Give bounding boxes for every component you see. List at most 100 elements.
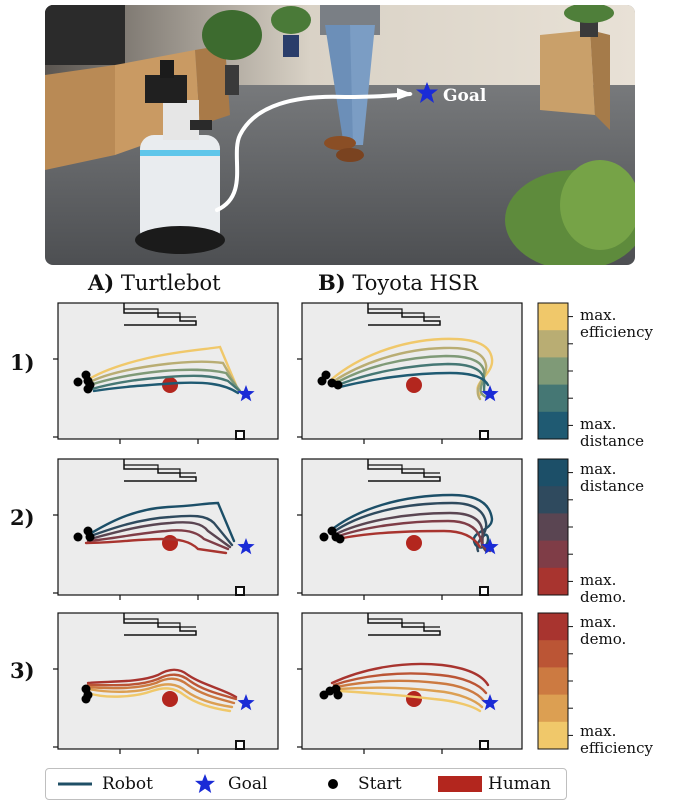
start-dot-icon xyxy=(328,779,338,789)
human-marker xyxy=(406,535,422,551)
colorbar-frame xyxy=(537,302,569,440)
robot-trajectory xyxy=(88,368,242,393)
colorbar-segment xyxy=(538,540,568,569)
start-marker xyxy=(333,380,343,390)
colorbar-3-bottom-label: max. efficiency xyxy=(580,722,653,757)
robot-trajectory xyxy=(86,673,238,701)
start-marker xyxy=(335,534,345,544)
colorbar-segment xyxy=(538,640,568,668)
colorbar-segment xyxy=(538,384,568,413)
human-marker xyxy=(162,535,178,551)
colorbar-segment xyxy=(538,694,568,723)
human-marker xyxy=(162,691,178,707)
wall-obstacle-inner xyxy=(368,618,440,628)
start-marker xyxy=(83,384,93,394)
colorbar-segment xyxy=(538,357,568,386)
human-marker xyxy=(162,377,178,393)
corner-marker xyxy=(479,586,489,596)
corner-marker xyxy=(479,740,489,750)
goal-star xyxy=(237,694,255,711)
robot-trajectory xyxy=(328,493,494,549)
robot-trajectory xyxy=(84,537,228,555)
robot-trajectory xyxy=(86,677,236,705)
colorbar-segment xyxy=(538,411,568,440)
legend-item-goal: Goal xyxy=(194,773,267,795)
legend-item-robot: Robot xyxy=(58,773,153,795)
robot-trajectory xyxy=(330,337,494,397)
robot-trajectory xyxy=(332,672,488,695)
robot-trajectory xyxy=(86,687,232,713)
robot-trajectory xyxy=(338,371,490,389)
start-marker xyxy=(73,532,83,542)
plot-panel-a2 xyxy=(53,458,279,600)
robot-line-icon xyxy=(58,782,92,786)
legend-item-human: Human xyxy=(438,773,551,795)
human-rect-icon xyxy=(438,776,482,792)
colorbar-3 xyxy=(537,612,573,750)
start-marker xyxy=(81,694,91,704)
colorbar-segment xyxy=(538,330,568,358)
colorbar-frame xyxy=(537,612,569,750)
wall-obstacle-inner xyxy=(124,618,196,628)
colorbar-segment xyxy=(538,459,568,487)
human-marker xyxy=(406,377,422,393)
legend-item-start: Start xyxy=(326,773,402,795)
colorbar-segment xyxy=(538,486,568,514)
robot-trajectory xyxy=(336,362,492,397)
start-marker xyxy=(321,370,331,380)
goal-star xyxy=(237,538,255,555)
corner-marker xyxy=(235,740,245,750)
colorbar-2-bottom-label: max. demo. xyxy=(580,571,627,606)
wall-obstacle-inner xyxy=(368,308,440,318)
start-marker xyxy=(333,690,343,700)
colorbar-segment xyxy=(538,667,568,696)
wall-obstacle-inner xyxy=(368,464,440,474)
robot-trajectory xyxy=(332,511,488,553)
start-marker xyxy=(319,532,329,542)
robot-trajectory xyxy=(92,381,240,395)
robot-trajectory xyxy=(336,529,482,549)
photo-goal-label: Goal xyxy=(443,86,487,106)
colorbar-segment xyxy=(538,721,568,750)
column-title-toyota-hsr: B) Toyota HSR xyxy=(318,270,479,295)
robot-trajectory xyxy=(330,662,490,687)
robot-trajectory xyxy=(338,689,482,713)
robot-trajectory xyxy=(84,345,238,387)
colorbar-segment xyxy=(538,303,568,331)
colorbar-segment xyxy=(538,513,568,542)
wall-obstacle-inner xyxy=(124,308,196,318)
colorbar-segment xyxy=(538,613,568,641)
colorbar-2-top-label: max. distance xyxy=(580,460,645,495)
colorbar-1-top-label: max. efficiency xyxy=(580,306,653,341)
corner-marker xyxy=(479,430,489,440)
goal-star xyxy=(481,538,499,555)
robot-trajectory xyxy=(86,683,234,709)
robot-trajectory xyxy=(86,668,238,699)
plot-panel-b1 xyxy=(297,302,523,444)
plot-panel-a1 xyxy=(53,302,279,444)
goal-star xyxy=(237,385,255,402)
goal-star-icon xyxy=(195,774,215,793)
goal-star xyxy=(481,694,499,711)
robot-trajectory xyxy=(86,529,230,551)
robot-trajectory xyxy=(334,354,488,399)
row-label-3: 3) xyxy=(10,658,35,683)
colorbar-2 xyxy=(537,458,573,596)
start-marker xyxy=(73,377,83,387)
photo-goal-star-icon xyxy=(416,82,438,103)
robot-trajectory xyxy=(86,360,240,391)
colorbar-3-top-label: max. demo. xyxy=(580,613,627,648)
plot-panel-b2 xyxy=(297,458,523,600)
experiment-photo: Goal xyxy=(45,5,635,265)
corner-marker xyxy=(235,586,245,596)
plot-panel-a3 xyxy=(53,612,279,754)
corner-marker xyxy=(235,430,245,440)
legend: Robot Goal Start Human xyxy=(45,768,567,800)
robot-trajectory xyxy=(336,686,484,709)
plot-background xyxy=(57,458,279,596)
plot-panel-b3 xyxy=(297,612,523,754)
plot-background xyxy=(57,612,279,750)
start-marker xyxy=(85,532,95,542)
row-label-2: 2) xyxy=(10,505,35,530)
